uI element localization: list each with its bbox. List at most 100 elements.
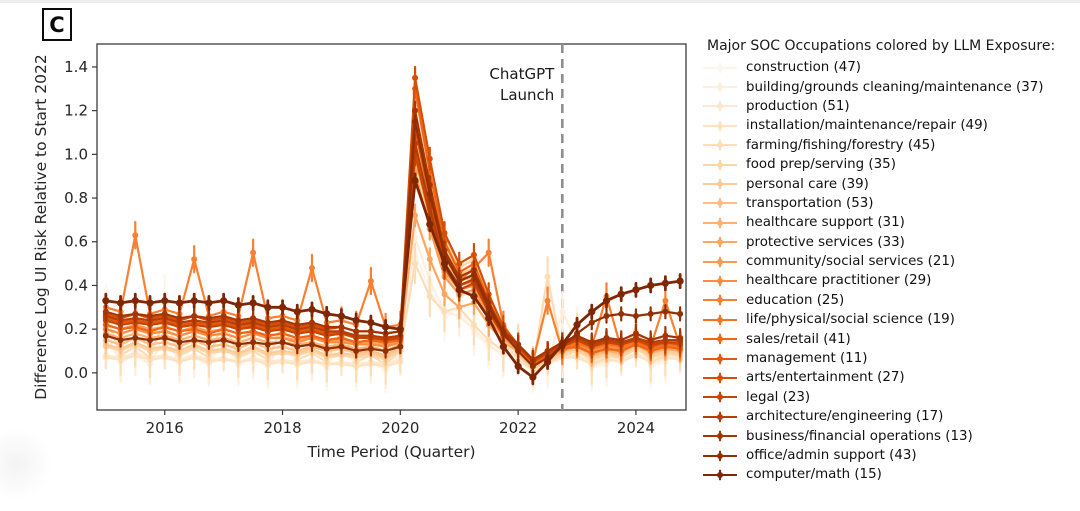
- series-marker: [412, 107, 419, 114]
- series-marker: [308, 319, 315, 326]
- legend-key-errorbar-icon: [703, 159, 737, 170]
- legend: Major SOC Occupations colored by LLM Exp…: [700, 38, 1072, 485]
- series-marker: [264, 341, 271, 348]
- series-marker: [573, 321, 581, 329]
- series-marker: [367, 328, 374, 335]
- series-marker: [602, 297, 611, 305]
- legend-item: management (11): [702, 349, 1072, 368]
- legend-item-label: transportation (53): [746, 195, 874, 211]
- legend-item-label: construction (47): [746, 60, 862, 76]
- series-marker: [456, 278, 463, 285]
- series-line: [104, 142, 682, 361]
- series-marker: [515, 348, 522, 355]
- series-marker: [441, 291, 448, 298]
- legend-key-errorbar-icon: [703, 62, 737, 73]
- legend-item: office/admin support (43): [702, 446, 1072, 465]
- series-marker: [412, 260, 419, 267]
- x-tick-label: 2016: [146, 419, 184, 437]
- series-marker: [647, 310, 654, 317]
- legend-item-label: food prep/serving (35): [746, 157, 896, 173]
- series-marker: [412, 74, 419, 81]
- series-marker: [220, 297, 228, 305]
- legend-key-errorbar-icon: [703, 353, 737, 364]
- series-line: [104, 142, 682, 370]
- series-marker: [323, 310, 331, 318]
- legend-item: computer/math (15): [702, 465, 1072, 484]
- series-marker: [382, 348, 389, 355]
- series-line: [104, 87, 682, 366]
- series-marker: [544, 273, 551, 280]
- legend-item: community/social services (21): [702, 252, 1072, 271]
- series-marker: [412, 212, 419, 219]
- x-tick-label: 2018: [263, 419, 301, 437]
- series-marker: [294, 343, 301, 350]
- legend-key-errorbar-icon: [703, 178, 737, 190]
- series-marker: [485, 314, 493, 322]
- legend-item: healthcare support (31): [702, 213, 1072, 232]
- legend-item-label: building/grounds cleaning/maintenance (3…: [746, 79, 1044, 95]
- series-marker: [455, 286, 463, 294]
- legend-key-errorbar-icon: [703, 392, 737, 403]
- series-marker: [367, 345, 374, 352]
- legend-key-errorbar-icon: [703, 430, 737, 442]
- series-marker: [323, 323, 330, 330]
- legend-item: transportation (53): [702, 194, 1072, 213]
- series-marker: [308, 305, 316, 314]
- legend-key-errorbar-icon: [703, 469, 737, 481]
- series-marker: [367, 318, 375, 327]
- series-marker: [617, 290, 625, 298]
- series-marker: [308, 341, 315, 348]
- legend-key-errorbar-icon: [703, 275, 737, 287]
- series-marker: [662, 332, 669, 339]
- series-line: [104, 109, 682, 361]
- series-line: [104, 170, 682, 372]
- legend-item: life/physical/social science (19): [702, 310, 1072, 329]
- legend-key-errorbar-icon: [703, 372, 737, 384]
- legend-key-errorbar-icon: [703, 314, 737, 325]
- series-marker: [456, 304, 463, 311]
- series-marker: [147, 313, 154, 320]
- series-marker: [426, 293, 433, 300]
- legend-item: healthcare practitioner (29): [702, 271, 1072, 290]
- series-marker: [264, 303, 272, 311]
- series-marker: [603, 334, 610, 341]
- series-marker: [102, 332, 109, 339]
- legend-items: construction (47) building/grounds cleani…: [700, 58, 1072, 485]
- series-marker: [603, 313, 610, 320]
- y-tick-label: 0.8: [64, 189, 88, 207]
- legend-item: arts/entertainment (27): [702, 368, 1072, 387]
- series-marker: [205, 299, 213, 307]
- legend-key-errorbar-icon: [703, 120, 737, 132]
- series-marker: [485, 249, 492, 256]
- series-marker: [662, 308, 669, 315]
- series-marker: [397, 343, 404, 350]
- series-marker: [176, 315, 183, 322]
- series-marker: [293, 308, 301, 316]
- series-marker: [588, 308, 596, 316]
- legend-item-label: legal (23): [746, 389, 811, 405]
- legend-item-label: computer/math (15): [746, 467, 882, 483]
- legend-item: construction (47): [702, 58, 1072, 77]
- legend-key-errorbar-icon: [703, 101, 737, 112]
- legend-item-label: life/physical/social science (19): [746, 312, 955, 328]
- legend-item: personal care (39): [702, 174, 1072, 193]
- series-marker: [235, 341, 242, 348]
- series-marker: [102, 297, 110, 305]
- series-marker: [456, 260, 463, 267]
- series-marker: [353, 328, 360, 335]
- series-marker: [205, 315, 212, 322]
- legend-key-errorbar-icon: [703, 333, 737, 345]
- series-marker: [175, 299, 184, 307]
- series-marker: [191, 313, 198, 320]
- series-marker: [132, 334, 139, 341]
- legend-item: farming/fishing/forestry (45): [702, 136, 1072, 155]
- series-marker: [337, 312, 346, 320]
- legend-item-label: business/financial operations (13): [746, 428, 973, 444]
- legend-item: food prep/serving (35): [702, 155, 1072, 174]
- legend-item-label: architecture/engineering (17): [746, 409, 944, 425]
- legend-item-label: protective services (33): [746, 234, 905, 250]
- x-tick-label: 2020: [381, 419, 419, 437]
- series-marker: [161, 297, 169, 305]
- series-marker: [426, 190, 433, 197]
- legend-item-label: production (51): [746, 98, 850, 114]
